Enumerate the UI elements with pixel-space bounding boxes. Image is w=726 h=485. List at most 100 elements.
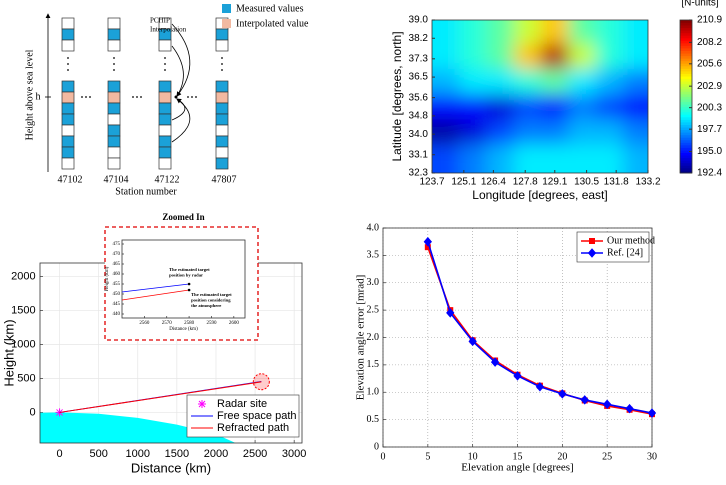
heat-cell (513, 43, 542, 70)
x-tick-label: 123.7 (419, 177, 444, 188)
colorbar-slice (680, 32, 692, 36)
station-label: 47102 (58, 174, 83, 185)
station-label: 47122 (155, 174, 180, 185)
heat-cell (568, 69, 597, 95)
colorbar-tick-label: 197.7 (697, 124, 722, 135)
colorbar-slice (680, 170, 692, 174)
interpolation-arrow (171, 23, 191, 97)
x-axis-label: Station number (115, 186, 177, 197)
cell (215, 157, 229, 170)
cell (158, 113, 172, 126)
x-axis-label: Elevation angle [degrees] (461, 462, 573, 474)
heat-cell (486, 94, 515, 120)
legend-swatch (222, 19, 231, 28)
heat-cell (432, 69, 460, 95)
colorbar-slice (680, 35, 692, 39)
cell (107, 124, 121, 137)
ellipsis-dot (113, 69, 115, 71)
colorbar-slice (680, 88, 692, 92)
annotation: the atmosphere (191, 303, 221, 308)
series-line (59, 381, 262, 413)
heat-cell (459, 20, 488, 45)
ellipsis-dot (67, 57, 69, 59)
inset-plot: 2560 2570 2580 2590 2600 440 445 450 455 460 465 47… (105, 212, 246, 332)
y-tick-label: 1500 (11, 304, 35, 316)
marker (423, 236, 432, 247)
y-tick-label: 2.5 (367, 304, 380, 315)
colorbar-slice (680, 53, 692, 57)
y-tick-label: 0.5 (367, 414, 380, 425)
heat-cell (513, 94, 542, 120)
y-axis-label: Height (km) (105, 266, 110, 291)
series-line (121, 283, 190, 293)
colorbar-slice (680, 106, 692, 110)
colorbar-slice (680, 162, 692, 166)
ellipsis-dot (67, 63, 69, 65)
colorbar-slice (680, 129, 692, 133)
colorbar-slice (680, 104, 692, 108)
y-tick-label: 465 (113, 262, 121, 267)
station-label: 47807 (212, 174, 237, 185)
heat-cell (486, 20, 515, 45)
y-tick-label: 445 (113, 302, 121, 307)
colorbar-slice (680, 124, 692, 128)
heat-cell (622, 20, 648, 45)
heat-cell (513, 144, 542, 173)
heat-cell (568, 94, 597, 120)
cell (215, 113, 229, 126)
annotation-point (187, 288, 191, 292)
colorbar-slice (680, 27, 692, 31)
heat-cell (459, 119, 488, 145)
colorbar-slice (680, 132, 692, 136)
colorbar-slice (680, 48, 692, 51)
colorbar-slice (680, 160, 692, 164)
colorbar-tick-label: 210.9 (697, 15, 722, 26)
cell (158, 39, 172, 52)
x-tick-label: 129.1 (542, 177, 567, 188)
cell (61, 91, 75, 104)
ellipsis-dot (140, 96, 142, 98)
x-tick-label: 127.8 (513, 177, 538, 188)
inset-background (122, 240, 245, 318)
colorbar-tick-label: 195.0 (697, 146, 722, 157)
heat-cell (568, 119, 597, 145)
cell (215, 80, 229, 93)
y-tick-label: 460 (113, 272, 121, 277)
heat-cell (622, 119, 648, 145)
y-tick-label: 36.5 (409, 72, 429, 83)
colorbar-slice (680, 55, 692, 59)
heatmap-clip (432, 20, 648, 173)
y-tick-label: 4.0 (367, 222, 380, 233)
y-tick-label: 3.0 (367, 277, 380, 288)
annotation: position considering (191, 298, 231, 303)
ellipsis-dot (113, 57, 115, 59)
marker (446, 308, 455, 318)
heat-cell (459, 69, 488, 95)
x-tick-label: 131.8 (604, 177, 629, 188)
cell (158, 102, 172, 115)
marker (513, 371, 522, 381)
marker (647, 408, 657, 418)
colorbar-slice (680, 99, 692, 102)
colorbar-slice (680, 50, 692, 54)
y-tick-label: 1.0 (367, 387, 380, 398)
heat-cell (541, 43, 569, 70)
colorbar-slice (680, 119, 692, 123)
y-tick-label: 33.1 (409, 149, 429, 160)
colorbar-slice (680, 109, 692, 113)
heat-cell (513, 69, 542, 95)
ellipsis-dot (221, 69, 223, 71)
legend-label: Ref. [24] (607, 247, 643, 258)
cell (215, 91, 229, 104)
y-tick-label: 3.5 (367, 250, 380, 261)
y-tick-label: 2000 (11, 270, 35, 282)
heat-cell (432, 119, 460, 145)
y-tick-label: 2.0 (367, 332, 380, 343)
colorbar-slice (680, 142, 692, 146)
legend-label: Refracted path (217, 422, 289, 434)
colorbar-slice (680, 71, 692, 74)
colorbar-slice (680, 58, 692, 62)
annotation: The estimated target (191, 292, 232, 297)
y-tick-label: 470 (113, 252, 121, 257)
